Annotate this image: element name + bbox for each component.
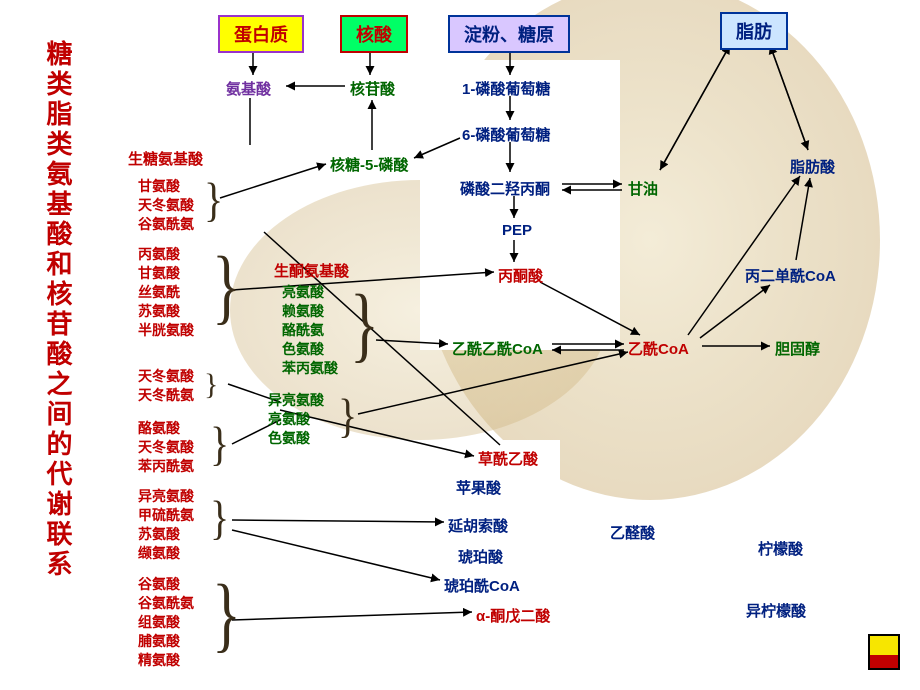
- brace-k1: }: [350, 276, 379, 373]
- aa-k1-0: 亮氨酸: [282, 282, 324, 302]
- diagram-title: 糖类脂类氨基酸和核苷酸之间的代谢联系: [40, 40, 77, 580]
- node-glycerol: 甘油: [628, 178, 658, 199]
- aa-g5-3: 缬氨酸: [138, 543, 180, 563]
- node-fattyAcid: 脂肪酸: [790, 156, 835, 177]
- node-fumarate: 延胡索酸: [448, 515, 508, 536]
- node-glucoAA: 生糖氨基酸: [128, 148, 203, 169]
- aa-k1-1: 赖氨酸: [282, 301, 324, 321]
- brace-g1: }: [204, 171, 223, 227]
- brace-g2: }: [212, 238, 241, 335]
- node-citrate: 柠檬酸: [758, 538, 803, 559]
- aa-g2-3: 苏氨酸: [138, 301, 180, 321]
- node-acetoacetylCoA: 乙酰乙酰CoA: [452, 338, 543, 359]
- aa-k1-2: 酪酰氨: [282, 320, 324, 340]
- box-fat: 脂肪: [720, 12, 788, 50]
- brace-g3: }: [204, 368, 218, 402]
- aa-g6-1: 谷氨酰氨: [138, 593, 194, 613]
- node-ketoAA: 生酮氨基酸: [274, 260, 349, 281]
- aa-g2-0: 丙氨酸: [138, 244, 180, 264]
- aa-g4-2: 苯丙酰氨: [138, 456, 194, 476]
- node-ribose5p: 核糖-5-磷酸: [330, 154, 408, 175]
- aa-g3-0: 天冬氨酸: [138, 366, 194, 386]
- aa-k1-4: 苯丙氨酸: [282, 358, 338, 378]
- aa-g5-2: 苏氨酸: [138, 524, 180, 544]
- node-p6gluc: 6-磷酸葡萄糖: [462, 124, 550, 145]
- aa-k2-0: 异亮氨酸: [268, 390, 324, 410]
- node-acetylCoA: 乙酰CoA: [628, 338, 689, 359]
- aa-g6-3: 脯氨酸: [138, 631, 180, 651]
- aa-g2-2: 丝氨酰: [138, 282, 180, 302]
- aa-g1-2: 谷氨酰氨: [138, 214, 194, 234]
- node-succinylCoA: 琥珀酰CoA: [444, 575, 520, 596]
- aa-g4-1: 天冬氨酸: [138, 437, 194, 457]
- node-pyruvate: 丙酮酸: [498, 265, 543, 286]
- aa-g1-0: 甘氨酸: [138, 176, 180, 196]
- brace-g6: }: [212, 566, 241, 663]
- nav-icon[interactable]: [868, 634, 900, 670]
- aa-g6-2: 组氨酸: [138, 612, 180, 632]
- aa-g2-4: 半胱氨酸: [138, 320, 194, 340]
- aa-g6-4: 精氨酸: [138, 650, 180, 670]
- node-acetaldehyde: 乙醛酸: [610, 522, 655, 543]
- node-cholesterol: 胆固醇: [775, 338, 820, 359]
- box-nucleic: 核酸: [340, 15, 408, 53]
- node-succinate: 琥珀酸: [458, 546, 503, 567]
- aa-k2-2: 色氨酸: [268, 428, 310, 448]
- aa-g2-1: 甘氨酸: [138, 263, 180, 283]
- aa-g1-1: 天冬氨酸: [138, 195, 194, 215]
- node-dhap: 磷酸二羟丙酮: [460, 178, 550, 199]
- node-malate: 苹果酸: [456, 477, 501, 498]
- aa-g4-0: 酪氨酸: [138, 418, 180, 438]
- brace-g4: }: [210, 415, 229, 471]
- node-aminoAcid: 氨基酸: [226, 78, 271, 99]
- node-nucleotide: 核苷酸: [350, 78, 395, 99]
- brace-k2: }: [338, 387, 357, 443]
- node-isocitrate: 异柠檬酸: [746, 600, 806, 621]
- node-pep: PEP: [502, 222, 532, 239]
- box-protein: 蛋白质: [218, 15, 304, 53]
- brace-g5: }: [210, 489, 229, 545]
- aa-g6-0: 谷氨酸: [138, 574, 180, 594]
- node-oxaloacetate: 草酰乙酸: [478, 448, 538, 469]
- node-aKG: α-酮戊二酸: [476, 605, 550, 626]
- node-malonylCoA: 丙二单酰CoA: [745, 265, 836, 286]
- box-starch: 淀粉、糖原: [448, 15, 570, 53]
- aa-g3-1: 天冬酰氨: [138, 385, 194, 405]
- aa-g5-0: 异亮氨酸: [138, 486, 194, 506]
- aa-k1-3: 色氨酸: [282, 339, 324, 359]
- node-p1gluc: 1-磷酸葡萄糖: [462, 78, 550, 99]
- aa-g5-1: 甲硫酰氨: [138, 505, 194, 525]
- aa-k2-1: 亮氨酸: [268, 409, 310, 429]
